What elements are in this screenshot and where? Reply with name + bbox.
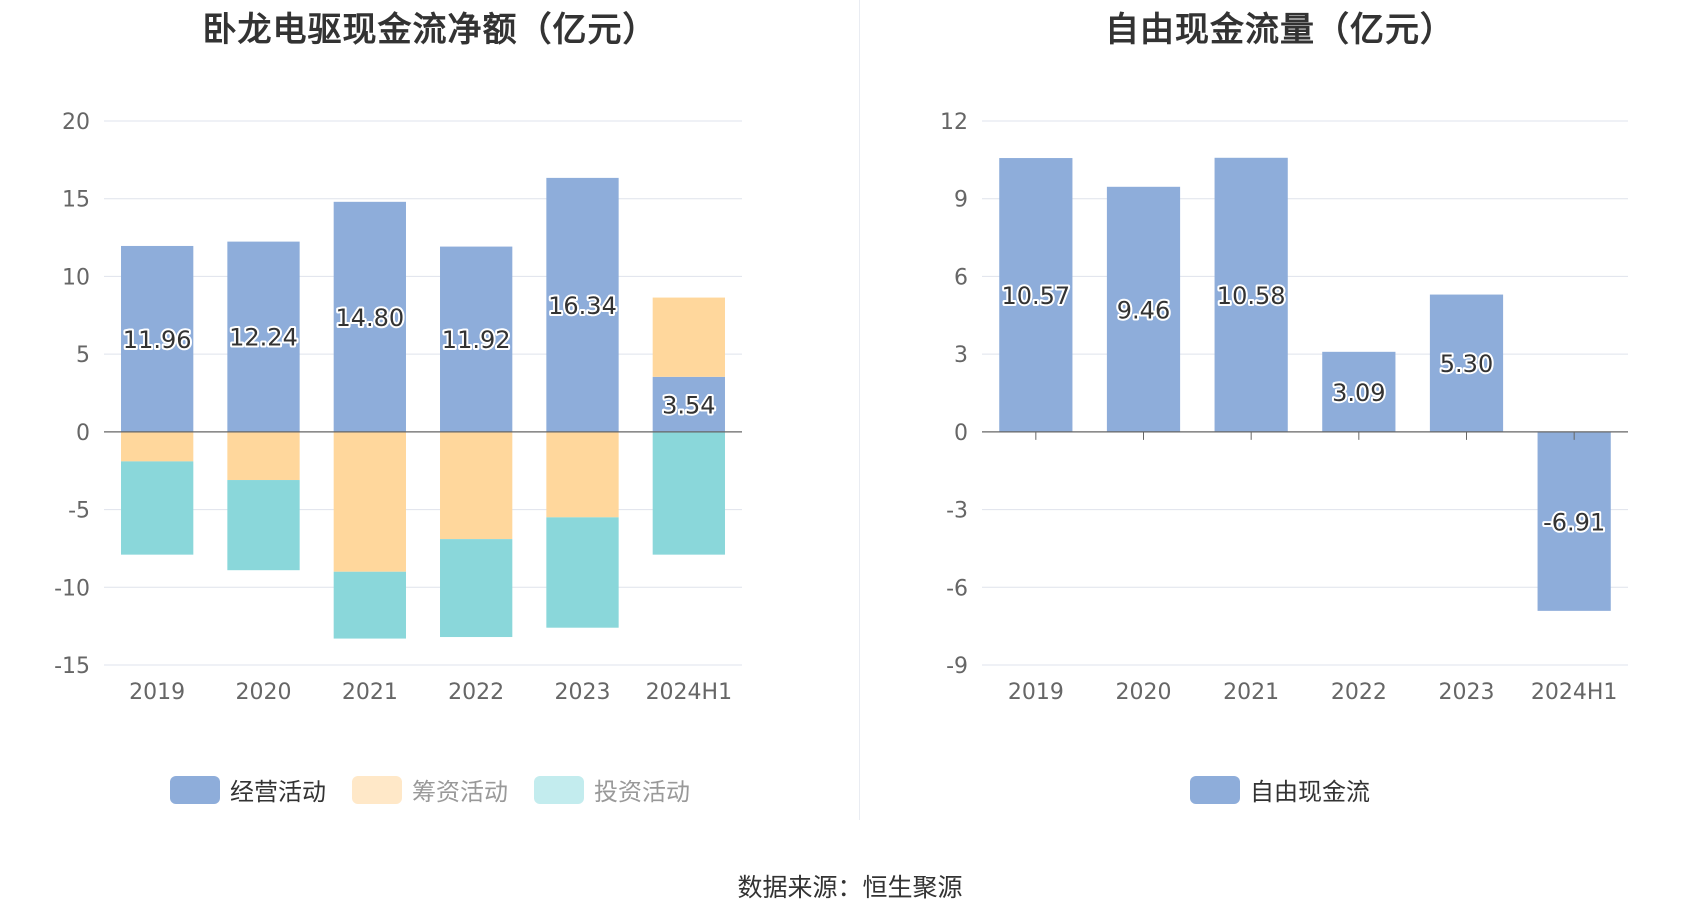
bar [121, 461, 194, 555]
data-label: 9.46 [1117, 296, 1170, 324]
legend: 自由现金流 [860, 772, 1700, 807]
legend-swatch-operating [170, 775, 220, 804]
x-tick-label: 2024H1 [646, 680, 733, 705]
data-label: 3.09 [1332, 379, 1385, 407]
y-tick-label: 12 [940, 110, 968, 135]
y-tick-label: 3 [954, 343, 968, 368]
bar [1322, 351, 1396, 432]
bar [1106, 186, 1181, 432]
bar [121, 245, 194, 432]
bar [652, 376, 725, 432]
bar [546, 431, 619, 518]
legend-label: 筹资活动 [412, 778, 508, 806]
x-tick-label: 2020 [1116, 680, 1172, 705]
x-tick-label: 2021 [342, 680, 398, 705]
data-label: 16.34 [548, 292, 617, 320]
legend-swatch-financing [352, 775, 402, 804]
bar [1214, 157, 1288, 432]
bar [227, 431, 300, 481]
y-tick-label: 15 [62, 188, 90, 213]
free-cashflow-plot: -9 -6 -3 0 3 6 9 12 2019 2020 2021 2022 2023 2024H1 10… [940, 110, 1628, 705]
bar [333, 571, 406, 639]
bar [546, 177, 619, 432]
x-tick-label: 2021 [1223, 680, 1279, 705]
net-cashflow-chart: 卧龙电驱现金流净额（亿元） -15 -10 -5 0 5 10 15 20 2019 2020 20… [0, 0, 860, 820]
bar [333, 201, 406, 432]
x-tick-label: 2020 [236, 680, 292, 705]
y-tick-label: -9 [946, 654, 968, 679]
bar [227, 241, 300, 432]
y-tick-label: 10 [62, 265, 90, 290]
x-tick-label: 2019 [129, 680, 185, 705]
y-tick-label: 20 [62, 110, 90, 135]
y-tick-label: 6 [954, 265, 968, 290]
bar [1429, 294, 1504, 432]
x-tick-label: 2022 [1331, 680, 1387, 705]
legend-item-fcf[interactable]: 自由现金流 [1190, 772, 1370, 807]
chart-title: 自由现金流量（亿元） [1105, 10, 1455, 50]
data-label: 3.54 [662, 391, 715, 419]
y-tick-label: -5 [68, 499, 90, 524]
y-tick-label: -3 [946, 499, 968, 524]
data-label: 10.57 [1001, 282, 1070, 310]
data-label: -6.91 [1543, 508, 1605, 536]
y-tick-label: 5 [76, 343, 90, 368]
data-source: 数据来源：恒生聚源 [737, 873, 963, 902]
bar [333, 431, 406, 572]
data-label: 10.58 [1217, 282, 1286, 310]
legend-label: 经营活动 [230, 778, 326, 806]
bar [121, 431, 194, 462]
data-label: 11.92 [442, 326, 511, 354]
bar [546, 517, 619, 628]
bar [440, 246, 513, 432]
data-label: 11.96 [123, 326, 192, 354]
data-label: 5.30 [1440, 350, 1493, 378]
net-cashflow-plot: -15 -10 -5 0 5 10 15 20 2019 2020 2021 2022 2023 2024… [54, 110, 742, 705]
y-tick-label: 9 [954, 188, 968, 213]
chart-title: 卧龙电驱现金流净额（亿元） [202, 10, 658, 50]
legend-swatch-fcf [1190, 775, 1240, 804]
x-tick-label: 2023 [1439, 680, 1495, 705]
y-tick-label: -10 [54, 576, 90, 601]
bar [440, 539, 513, 638]
y-tick-label: 0 [954, 421, 968, 446]
y-tick-label: 0 [76, 421, 90, 446]
data-label: 12.24 [229, 324, 298, 352]
bar [652, 297, 725, 377]
bar [440, 431, 513, 540]
free-cashflow-chart: 自由现金流量（亿元） -9 -6 -3 0 3 6 9 12 2019 2020 2021 2022 2… [860, 0, 1700, 820]
legend-item-financing[interactable]: 筹资活动 [352, 772, 508, 807]
legend-label: 自由现金流 [1250, 778, 1370, 806]
y-tick-label: -6 [946, 576, 968, 601]
y-tick-label: -15 [54, 654, 90, 679]
bar [999, 158, 1073, 432]
x-tick-label: 2024H1 [1531, 680, 1618, 705]
x-tick-label: 2019 [1008, 680, 1064, 705]
x-tick-label: 2022 [448, 680, 504, 705]
panel-divider [859, 0, 860, 820]
legend-item-investing[interactable]: 投资活动 [534, 772, 690, 807]
legend-label: 投资活动 [594, 778, 690, 806]
legend: 经营活动 筹资活动 投资活动 [0, 772, 860, 807]
data-label: 14.80 [335, 304, 404, 332]
legend-swatch-investing [534, 775, 584, 804]
bar [1537, 431, 1611, 611]
bar [227, 480, 300, 571]
bar [652, 431, 725, 555]
x-tick-label: 2023 [555, 680, 611, 705]
legend-item-operating[interactable]: 经营活动 [170, 772, 326, 807]
